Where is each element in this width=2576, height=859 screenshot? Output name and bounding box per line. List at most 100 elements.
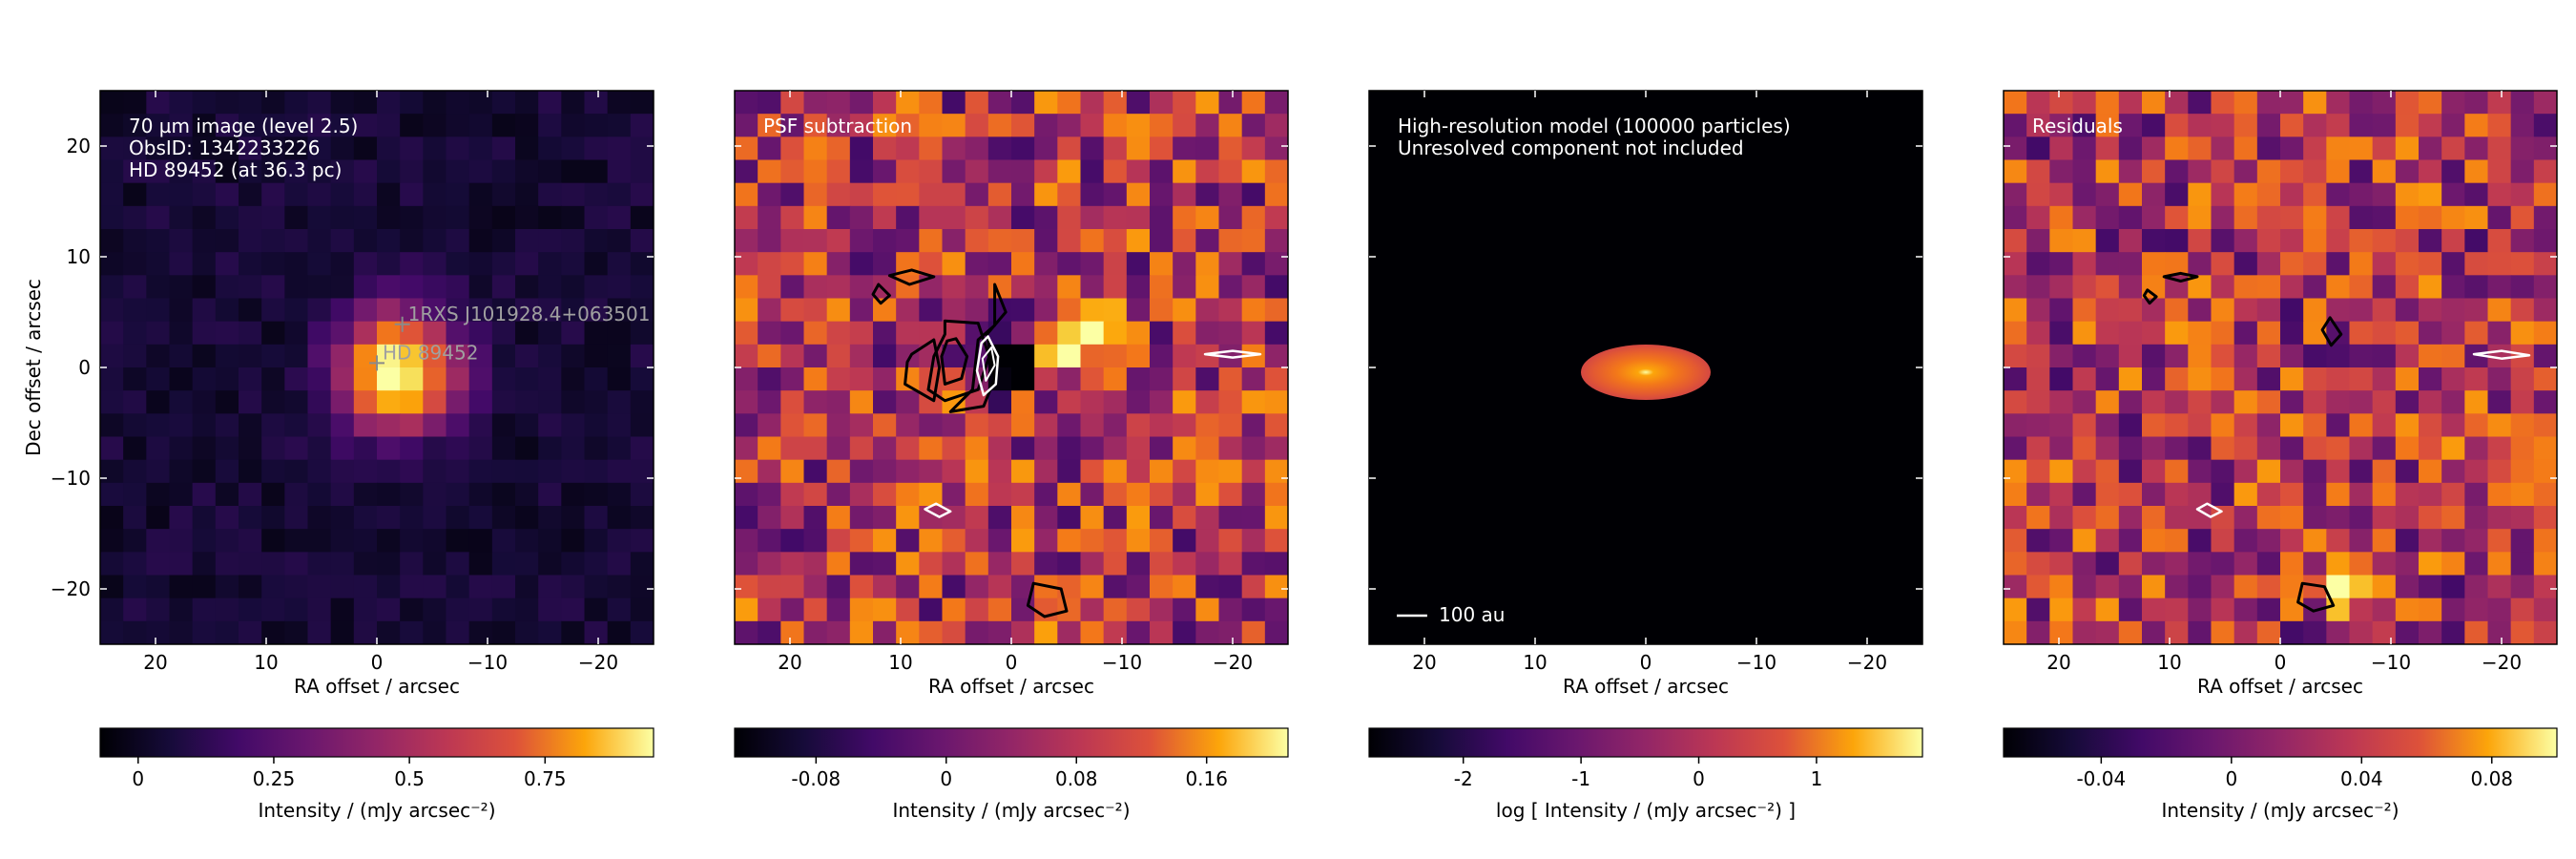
heatmap-cell xyxy=(919,298,944,323)
heatmap-cell xyxy=(2026,506,2050,530)
heatmap-cell xyxy=(607,344,632,368)
heatmap-cell xyxy=(2049,413,2074,438)
heatmap-cell xyxy=(1218,205,1243,230)
heatmap-cell xyxy=(2233,390,2258,414)
heatmap-cell xyxy=(284,482,309,507)
heatmap-cell xyxy=(2487,275,2512,300)
heatmap-cell xyxy=(987,159,1012,184)
heatmap-cell xyxy=(2095,114,2120,137)
heatmap-cell xyxy=(377,252,401,276)
heatmap-cell xyxy=(965,159,989,184)
heatmap-cell xyxy=(780,275,805,300)
heatmap-cell xyxy=(100,459,124,484)
heatmap-cell xyxy=(849,205,874,230)
heatmap-cell xyxy=(377,575,401,599)
heatmap-cell xyxy=(2049,552,2074,576)
heatmap-cell xyxy=(538,252,562,276)
heatmap-cell xyxy=(1150,620,1174,644)
heatmap-cell xyxy=(330,344,355,368)
heatmap-cell xyxy=(1173,91,1196,115)
heatmap-cell xyxy=(1126,321,1151,346)
heatmap-cell xyxy=(584,298,609,323)
heatmap-cell xyxy=(215,136,239,161)
heatmap-cell xyxy=(919,114,944,137)
heatmap-cell xyxy=(2464,182,2489,207)
heatmap-cell xyxy=(2349,182,2374,207)
heatmap-cell xyxy=(423,529,447,553)
contour-line xyxy=(871,283,891,305)
heatmap-cell xyxy=(307,114,332,137)
heatmap-cell xyxy=(630,159,654,184)
heatmap-cell xyxy=(1080,114,1105,137)
heatmap-cell xyxy=(873,344,897,368)
heatmap-cell xyxy=(261,529,285,553)
heatmap-cell xyxy=(2256,182,2281,207)
heatmap-cell xyxy=(607,482,632,507)
heatmap-cell xyxy=(239,114,262,137)
heatmap-cell xyxy=(2118,252,2143,276)
heatmap-cell xyxy=(239,552,262,576)
x-tick-label: −20 xyxy=(578,651,618,674)
heatmap-cell xyxy=(2533,529,2557,553)
heatmap-cell xyxy=(2188,436,2212,461)
heatmap-cell xyxy=(239,436,262,461)
heatmap-cell xyxy=(284,620,309,644)
heatmap-cell xyxy=(896,298,920,323)
heatmap-cell xyxy=(515,205,539,230)
heatmap-cell xyxy=(261,275,285,300)
heatmap-cell xyxy=(100,436,124,461)
heatmap-cell xyxy=(261,367,285,391)
heatmap-cell xyxy=(849,159,874,184)
heatmap-cell xyxy=(2395,344,2420,368)
heatmap-cell xyxy=(1241,275,1266,300)
heatmap-cell xyxy=(2118,114,2143,137)
heatmap-cell xyxy=(2419,136,2442,161)
heatmap-cell xyxy=(1150,205,1174,230)
colorbar-tick-label: 0 xyxy=(1693,767,1705,790)
annotation-line: PSF subtraction xyxy=(763,115,912,137)
heatmap-cell xyxy=(780,229,805,253)
heatmap-cell xyxy=(987,182,1012,207)
heatmap-cell xyxy=(2464,275,2489,300)
heatmap-cell xyxy=(2464,321,2489,346)
heatmap-cell xyxy=(2533,436,2557,461)
heatmap-cell xyxy=(2419,367,2442,391)
heatmap-cell xyxy=(2487,459,2512,484)
heatmap-cell xyxy=(919,620,944,644)
heatmap-cell xyxy=(239,252,262,276)
contour-line xyxy=(926,319,991,403)
heatmap-cell xyxy=(1173,620,1196,644)
heatmap-cell xyxy=(607,182,632,207)
heatmap-cell xyxy=(284,552,309,576)
heatmap-cell xyxy=(896,552,920,576)
heatmap-cell xyxy=(353,114,378,137)
heatmap-cell xyxy=(2256,159,2281,184)
colorbar-tick-label: 1 xyxy=(1811,767,1823,790)
heatmap-cell xyxy=(2142,136,2166,161)
heatmap-cell xyxy=(607,229,632,253)
heatmap-cell xyxy=(1173,482,1196,507)
heatmap-cell xyxy=(261,413,285,438)
heatmap-cell xyxy=(377,506,401,530)
heatmap-cell xyxy=(1011,252,1035,276)
heatmap-cell xyxy=(735,529,758,553)
heatmap-cell xyxy=(1057,620,1082,644)
heatmap-cell xyxy=(353,597,378,622)
heatmap-cell xyxy=(2280,459,2304,484)
heatmap-cell xyxy=(2233,413,2258,438)
heatmap-cell xyxy=(1241,114,1266,137)
heatmap-cell xyxy=(2441,482,2465,507)
heatmap-cell xyxy=(780,91,805,115)
heatmap-cell xyxy=(2441,252,2465,276)
heatmap-cell xyxy=(377,367,401,391)
heatmap-cell xyxy=(1195,182,1220,207)
heatmap-cell xyxy=(826,159,851,184)
heatmap-cell xyxy=(780,136,805,161)
heatmap-cell xyxy=(515,136,539,161)
heatmap-cell xyxy=(330,482,355,507)
heatmap-cell xyxy=(2487,620,2512,644)
heatmap-cell xyxy=(2188,205,2212,230)
heatmap-cell xyxy=(1241,252,1266,276)
heatmap-cell xyxy=(1034,390,1058,414)
heatmap-cell xyxy=(1218,482,1243,507)
